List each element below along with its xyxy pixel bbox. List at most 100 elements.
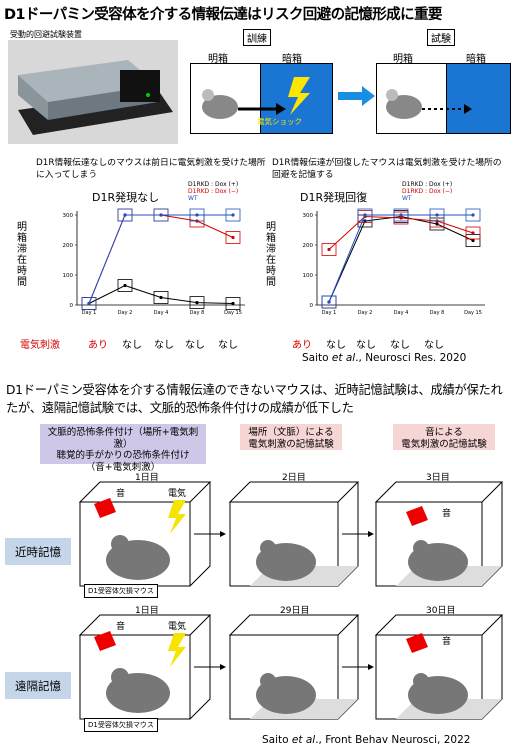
series-point <box>327 300 331 304</box>
shock-left-0: あり <box>88 340 108 351</box>
x-tick-label: Day 15 <box>464 310 482 316</box>
training-diagram <box>190 63 333 134</box>
series-point <box>435 222 439 226</box>
left-description: D1R情報伝達なしのマウスは前日に電気刺激を受けた場所に入ってしまう <box>36 158 266 180</box>
x-tick-label: Day 8 <box>430 310 445 316</box>
series-point <box>399 216 403 220</box>
legend-entry: D1RKD : Dox (+) <box>188 181 239 188</box>
series-box <box>465 226 481 240</box>
y-tick-label: 100 <box>63 273 74 279</box>
series-point <box>231 301 235 306</box>
remote-memory-label: 遠隔記憶 <box>5 672 71 699</box>
shock-label: 電気ショック <box>257 117 302 126</box>
remote-sound-label: 音 <box>116 622 126 632</box>
shock-left-1: なし <box>122 340 142 351</box>
remote-day-2: 29日目 <box>280 606 310 616</box>
series-box <box>465 208 481 222</box>
citation-1: Saito et al., Neurosci Res. 2020 <box>302 352 467 364</box>
shock-right-0: あり <box>292 340 312 351</box>
series-box <box>81 297 97 310</box>
series-point <box>159 213 163 217</box>
series-box <box>117 208 133 222</box>
series-box <box>225 231 241 244</box>
right-chart: 0 100 200 300 Day 1 Day 2 Day 4 Day 8 Day 15 <box>303 208 485 316</box>
series-box <box>189 296 205 309</box>
shock-left-3: なし <box>185 340 205 351</box>
series-point <box>435 213 439 217</box>
shock-row-label: 電気刺激 <box>20 340 60 351</box>
shock-left-4: なし <box>218 340 238 351</box>
series-line <box>88 214 233 304</box>
series-box <box>189 208 205 222</box>
series-point <box>195 213 199 217</box>
legend-entry: D1RKD : Dox (−) <box>188 188 239 195</box>
right-chart-title: D1R発現回復 <box>300 191 368 204</box>
series-point <box>399 213 403 217</box>
x-tick-label: Day 1 <box>82 310 97 316</box>
series-point <box>471 213 475 217</box>
series-line <box>328 214 473 303</box>
remote-electric-label: 電気 <box>168 622 187 632</box>
remote-sound-label-day3: 音 <box>442 637 452 647</box>
series-point <box>327 247 331 252</box>
remote-caption: D1受容体欠損マウス <box>84 718 158 732</box>
legend-entry: WT <box>188 195 198 202</box>
legend-entry: WT <box>402 195 412 202</box>
series-point <box>231 213 235 217</box>
x-tick-label: Day 2 <box>358 310 373 316</box>
series-line <box>328 215 474 250</box>
x-tick-label: Day 4 <box>154 310 169 316</box>
series-box <box>153 291 169 304</box>
box-line: 聴覚的手がかりの恐怖条件付け <box>56 450 190 461</box>
series-point <box>159 295 163 300</box>
series-box <box>429 208 445 222</box>
series-box <box>225 297 241 310</box>
series-box <box>393 208 409 222</box>
series-point <box>231 235 235 240</box>
shock-right-2: なし <box>356 340 376 351</box>
left-legend: D1RKD : Dox (+) D1RKD : Dox (−) WT <box>188 181 238 202</box>
shock-right-3: なし <box>390 340 410 351</box>
test-label: 試験 <box>427 29 455 46</box>
shock-right-4: なし <box>424 340 444 351</box>
shock-right-1: なし <box>326 340 346 351</box>
legend-entry: D1RKD : Dox (−) <box>402 188 453 195</box>
series-point <box>195 301 199 305</box>
y-tick-label: 300 <box>303 213 314 219</box>
summary-paragraph: D1ドーパミン受容体を介する情報伝達のできないマウスは、近時記憶試験は、成績が保… <box>6 383 503 415</box>
left-chart: 0 100 200 300 Day 1 Day 2 Day 4 Day 8 Day 15 <box>63 208 245 316</box>
left-ylabel: 明箱滞在時間 <box>17 222 27 288</box>
series-point <box>123 213 127 217</box>
remote-scene <box>78 614 504 720</box>
page-title: D1ドーパミン受容体を介する情報伝達はリスク回避の記憶形成に重要 <box>4 7 442 23</box>
test-bright-label: 明箱 <box>393 54 413 65</box>
legend-entry: D1RKD : Dox (+) <box>402 181 453 188</box>
series-box <box>321 295 337 309</box>
x-tick-label: Day 8 <box>190 310 205 316</box>
x-tick-label: Day 15 <box>224 310 242 316</box>
right-ylabel: 明箱滞在時間 <box>266 222 276 288</box>
box-line: 場所（文脈）による <box>248 427 334 438</box>
test-diagram <box>376 63 511 134</box>
recent-day-2: 2日目 <box>282 473 306 483</box>
box-line: 音による <box>425 427 463 438</box>
box-line: 電気刺激の記憶試験 <box>248 438 334 450</box>
box-context-test: 場所（文脈）による 電気刺激の記憶試験 <box>240 424 342 450</box>
box-line: 電気刺激の記憶試験 <box>401 438 487 450</box>
recent-memory-label: 近時記憶 <box>5 538 71 565</box>
series-point <box>87 301 91 306</box>
flow-arrow-icon <box>338 86 375 106</box>
box-line: 文脈的恐怖条件付け（場所+電気刺激） <box>47 427 199 450</box>
recent-day-1: 1日目 <box>135 473 159 483</box>
box-cue-test: 音による 電気刺激の記憶試験 <box>393 424 495 450</box>
series-line <box>88 214 234 304</box>
citation-2: Saito et al., Front Behav Neurosci, 2022 <box>262 734 471 746</box>
remote-day-3: 30日目 <box>426 606 456 616</box>
recent-day-3: 3日目 <box>426 473 450 483</box>
training-label: 訓練 <box>243 29 271 46</box>
x-tick-label: Day 4 <box>394 310 409 316</box>
y-tick-label: 0 <box>70 303 74 309</box>
series-box <box>321 243 337 256</box>
y-tick-label: 100 <box>303 273 314 279</box>
box-conditioning: 文脈的恐怖条件付け（場所+電気刺激） 聴覚的手がかりの恐怖条件付け （音+電気刺… <box>40 424 206 473</box>
